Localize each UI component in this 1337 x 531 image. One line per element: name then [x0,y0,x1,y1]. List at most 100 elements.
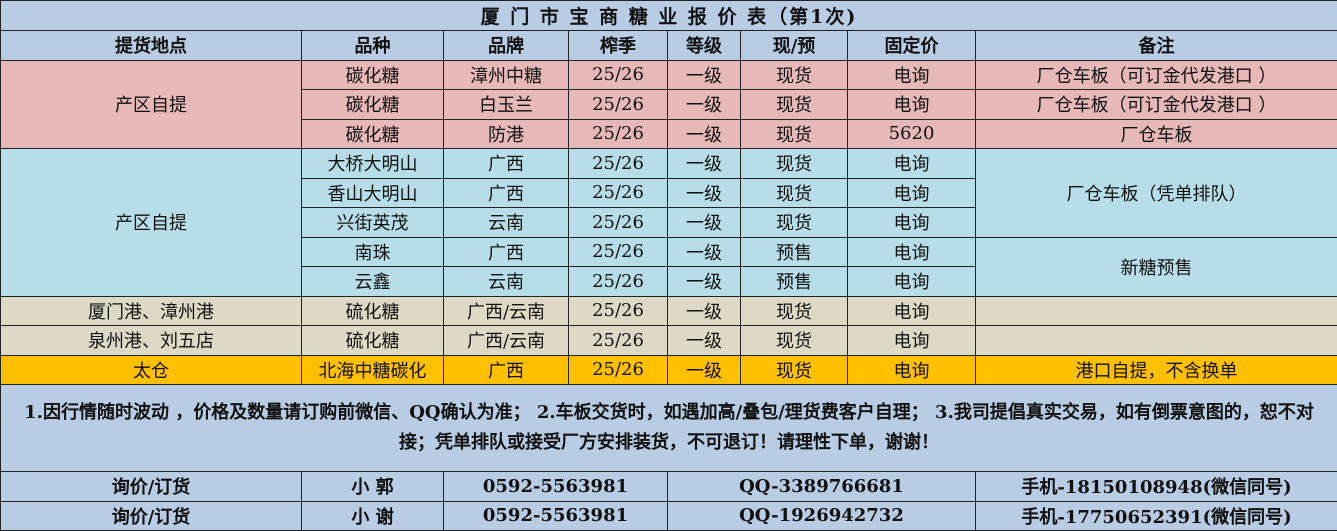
header-row: 提货地点 品种 品牌 榨季 等级 现/预 固定价 备注 [1,31,1337,61]
cell-status: 预售 [741,237,848,267]
cell-grade: 一级 [668,119,741,149]
header-remark: 备注 [976,31,1337,61]
cell-brand: 广西 [444,178,569,208]
table-title: 厦 门 市 宝 商 糖 业 报 价 表（第1次) [1,1,1337,31]
cell-grade: 一级 [668,208,741,238]
cell-brand: 广西/云南 [444,296,569,326]
cell-grade: 一级 [668,267,741,297]
contact-row: 询价/订货 小 郭 0592-5563981 QQ-3389766681 手机-… [1,472,1337,502]
cell-status: 现货 [741,60,848,90]
cell-remark: 厂仓车板（凭单排队） [976,149,1337,238]
header-variety: 品种 [302,31,444,61]
cell-variety: 碳化糖 [302,90,444,120]
cell-location: 产区自提 [1,60,302,149]
cell-price: 电询 [848,355,976,385]
contact-qq: QQ-3389766681 [668,472,976,502]
cell-grade: 一级 [668,237,741,267]
cell-variety: 云鑫 [302,267,444,297]
cell-grade: 一级 [668,60,741,90]
header-brand: 品牌 [444,31,569,61]
cell-price: 电询 [848,237,976,267]
cell-price: 电询 [848,60,976,90]
header-price: 固定价 [848,31,976,61]
cell-season: 25/26 [569,208,668,238]
contact-phone: 0592-5563981 [444,472,668,502]
cell-brand: 防港 [444,119,569,149]
cell-variety: 硫化糖 [302,326,444,356]
cell-grade: 一级 [668,149,741,179]
contact-row: 询价/订货 小 谢 0592-5563981 QQ-1926942732 手机-… [1,501,1337,531]
cell-status: 现货 [741,90,848,120]
header-grade: 等级 [668,31,741,61]
cell-season: 25/26 [569,296,668,326]
cell-variety: 香山大明山 [302,178,444,208]
cell-brand: 漳州中糖 [444,60,569,90]
cell-status: 现货 [741,326,848,356]
cell-grade: 一级 [668,178,741,208]
cell-season: 25/26 [569,60,668,90]
cell-grade: 一级 [668,355,741,385]
cell-location: 厦门港、漳州港 [1,296,302,326]
cell-price: 电询 [848,208,976,238]
cell-remark [976,326,1337,356]
cell-variety: 兴街英茂 [302,208,444,238]
cell-price: 电询 [848,149,976,179]
contact-name: 小 郭 [302,472,444,502]
cell-status: 现货 [741,296,848,326]
contact-phone: 0592-5563981 [444,501,668,531]
cell-season: 25/26 [569,149,668,179]
cell-season: 25/26 [569,90,668,120]
cell-price: 电询 [848,178,976,208]
cell-brand: 云南 [444,208,569,238]
cell-brand: 云南 [444,267,569,297]
contact-name: 小 谢 [302,501,444,531]
cell-variety: 碳化糖 [302,60,444,90]
cell-price: 5620 [848,119,976,149]
contact-label: 询价/订货 [1,501,302,531]
cell-brand: 白玉兰 [444,90,569,120]
cell-remark: 厂仓车板（可订金代发港口 ） [976,90,1337,120]
cell-brand: 广西 [444,355,569,385]
cell-grade: 一级 [668,90,741,120]
header-location: 提货地点 [1,31,302,61]
cell-brand: 广西/云南 [444,326,569,356]
cell-price: 电询 [848,267,976,297]
cell-status: 预售 [741,267,848,297]
cell-price: 电询 [848,90,976,120]
cell-status: 现货 [741,208,848,238]
cell-status: 现货 [741,178,848,208]
cell-remark: 厂仓车板 [976,119,1337,149]
cell-season: 25/26 [569,119,668,149]
contact-qq: QQ-1926942732 [668,501,976,531]
cell-price: 电询 [848,326,976,356]
cell-variety: 大桥大明山 [302,149,444,179]
cell-price: 电询 [848,296,976,326]
cell-brand: 广西 [444,237,569,267]
contact-mobile: 手机-18150108948(微信同号) [976,472,1337,502]
cell-grade: 一级 [668,326,741,356]
cell-remark: 港口自提，不含换单 [976,355,1337,385]
cell-grade: 一级 [668,296,741,326]
cell-brand: 广西 [444,149,569,179]
notice-text: 1.因行情随时波动 ，价格及数量请订购前微信、QQ确认为准； 2.车板交货时，如… [1,385,1337,472]
cell-remark [976,296,1337,326]
cell-location: 太仓 [1,355,302,385]
cell-location: 泉州港、刘五店 [1,326,302,356]
cell-season: 25/26 [569,237,668,267]
cell-status: 现货 [741,149,848,179]
cell-location: 产区自提 [1,149,302,297]
cell-variety: 碳化糖 [302,119,444,149]
cell-season: 25/26 [569,355,668,385]
cell-variety: 硫化糖 [302,296,444,326]
header-status: 现/预 [741,31,848,61]
header-season: 榨季 [569,31,668,61]
cell-season: 25/26 [569,326,668,356]
contact-mobile: 手机-17750652391(微信同号) [976,501,1337,531]
cell-status: 现货 [741,119,848,149]
